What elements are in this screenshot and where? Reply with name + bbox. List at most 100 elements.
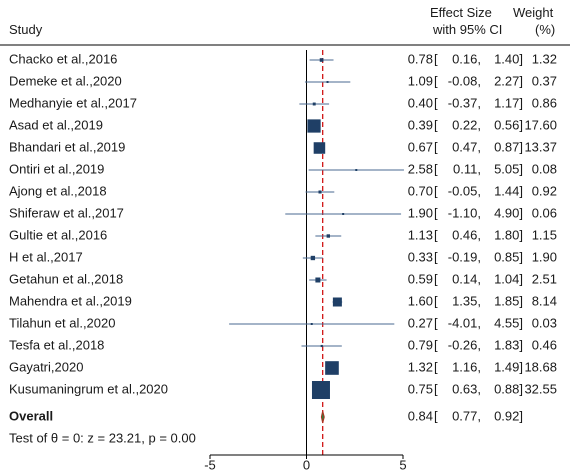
study-label: Tesfa et al.,2018 [9, 337, 104, 352]
ci-open-bracket: [ [434, 139, 438, 154]
study-weight-box [318, 190, 322, 194]
ci-open-bracket: [ [434, 227, 438, 242]
ci-upper-value: 0.85] [494, 249, 523, 264]
ci-lower-value: -0.26, [448, 337, 481, 352]
study-weight-box [325, 361, 339, 375]
ci-lower-value: 1.16, [452, 359, 481, 374]
ci-open-bracket: [ [434, 161, 438, 176]
study-weight-box [312, 102, 316, 106]
effect-size-value: 1.13 [408, 227, 433, 242]
ci-open-bracket: [ [434, 205, 438, 220]
overall-ci-lower-value: 0.77, [452, 408, 481, 423]
ci-open-bracket: [ [434, 183, 438, 198]
study-label: Bhandari et al.,2019 [9, 139, 125, 154]
effect-size-value: 0.59 [408, 271, 433, 286]
ci-upper-value: 1.44] [494, 183, 523, 198]
ci-open-bracket: [ [434, 249, 438, 264]
weight-header: Weight [513, 5, 554, 20]
x-axis-tick-label: 5 [399, 457, 406, 472]
ci-lower-value: -1.10, [448, 205, 481, 220]
study-weight-box [342, 213, 345, 215]
effect-size-value: 2.58 [408, 161, 433, 176]
weight-value: 1.15 [532, 227, 557, 242]
weight-value: 0.37 [532, 73, 557, 88]
test-statistic-text: Test of θ = 0: z = 23.21, p = 0.00 [9, 430, 196, 445]
overall-ci-upper-value: 0.92] [494, 408, 523, 423]
study-weight-box [315, 277, 321, 283]
study-label: Kusumaningrum et al.,2020 [9, 381, 168, 396]
ci-lower-value: -0.19, [448, 249, 481, 264]
ci-upper-value: 0.88] [494, 381, 523, 396]
weight-value: 1.32 [532, 51, 557, 66]
ci-lower-value: 0.14, [452, 271, 481, 286]
study-label: Ontiri et al.,2019 [9, 161, 104, 176]
ci-lower-value: -0.05, [448, 183, 481, 198]
study-label: Ajong et al.,2018 [9, 183, 107, 198]
study-weight-box [355, 169, 358, 171]
ci-open-bracket: [ [434, 315, 438, 330]
x-axis-tick-label: 0 [303, 457, 310, 472]
effect-size-value: 1.09 [408, 73, 433, 88]
study-weight-box [311, 381, 330, 399]
weight-unit-header: (%) [535, 22, 556, 37]
ci-lower-value: 0.63, [452, 381, 481, 396]
study-weight-box [310, 255, 316, 261]
study-label: Demeke et al.,2020 [9, 73, 122, 88]
weight-value: 0.46 [532, 337, 557, 352]
weight-value: 8.14 [532, 293, 557, 308]
ci-upper-value: 1.17] [494, 95, 523, 110]
weight-value: 13.37 [524, 139, 557, 154]
ci-lower-value: 0.16, [452, 51, 481, 66]
weight-value: 0.86 [532, 95, 557, 110]
effect-size-ci-header: with 95% CI [433, 22, 503, 37]
study-weight-box [319, 58, 324, 62]
ci-upper-value: 4.55] [494, 315, 523, 330]
effect-size-value: 0.78 [408, 51, 433, 66]
effect-size-value: 1.32 [408, 359, 433, 374]
effect-size-value: 0.79 [408, 337, 433, 352]
weight-value: 0.08 [532, 161, 557, 176]
study-weight-box [307, 119, 321, 133]
ci-lower-value: 0.11, [453, 161, 481, 176]
study-label: Tilahun et al.,2020 [9, 315, 115, 330]
ci-open-bracket: [ [434, 293, 438, 308]
weight-value: 32.55 [524, 381, 557, 396]
study-label: Gayatri,2020 [9, 359, 83, 374]
ci-open-bracket: [ [434, 359, 438, 374]
ci-upper-value: 0.87] [494, 139, 523, 154]
ci-upper-value: 2.27] [494, 73, 523, 88]
overall-label: Overall [9, 408, 53, 423]
effect-size-value: 1.60 [408, 293, 433, 308]
ci-open-bracket: [ [434, 117, 438, 132]
ci-open-bracket: [ [434, 73, 438, 88]
ci-upper-value: 0.56] [494, 117, 523, 132]
study-weight-box [326, 234, 331, 238]
ci-open-bracket: [ [434, 337, 438, 352]
study-column-header: Study [9, 22, 43, 37]
study-label: Getahun et al.,2018 [9, 271, 123, 286]
study-label: H et al.,2017 [9, 249, 83, 264]
weight-value: 1.90 [532, 249, 557, 264]
weight-value: 0.03 [532, 315, 557, 330]
study-weight-box [310, 323, 313, 325]
study-weight-box [313, 142, 326, 154]
ci-upper-value: 1.04] [494, 271, 523, 286]
overall-effect-value: 0.84 [408, 408, 433, 423]
effect-size-value: 0.33 [408, 249, 433, 264]
ci-upper-value: 1.40] [494, 51, 523, 66]
overall-ci-open-bracket: [ [434, 408, 438, 423]
ci-upper-value: 1.83] [494, 337, 523, 352]
study-weight-box [332, 297, 342, 307]
ci-upper-value: 1.80] [494, 227, 523, 242]
x-axis-tick-label: -5 [204, 457, 216, 472]
ci-lower-value: 0.46, [452, 227, 481, 242]
ci-upper-value: 1.49] [494, 359, 523, 374]
study-weight-box [326, 81, 329, 83]
ci-open-bracket: [ [434, 271, 438, 286]
effect-size-value: 0.67 [408, 139, 433, 154]
study-label: Gultie et al.,2016 [9, 227, 107, 242]
weight-value: 2.51 [532, 271, 557, 286]
ci-open-bracket: [ [434, 51, 438, 66]
ci-open-bracket: [ [434, 381, 438, 396]
